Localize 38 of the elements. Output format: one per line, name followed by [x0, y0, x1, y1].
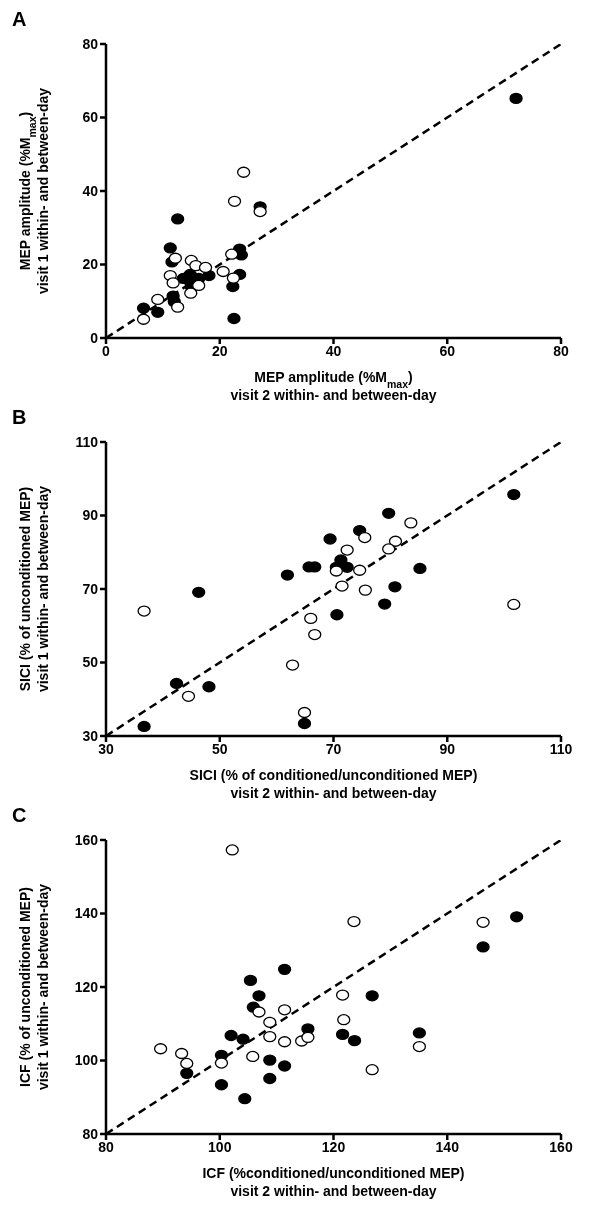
x-axis-title: SICI (% of conditioned/unconditioned MEP) visit 2 within- and between-day — [189, 767, 478, 801]
x-tick-label: 90 — [439, 740, 456, 757]
x-tick-label: 0 — [102, 342, 111, 359]
x-tick-label: 20 — [211, 342, 228, 359]
x-tick-label: 80 — [98, 1138, 114, 1155]
y-tick-label: 80 — [82, 1125, 99, 1142]
x-tick-label: 140 — [435, 1138, 460, 1155]
x-tick-label: 110 — [549, 740, 573, 757]
y-tick-label: 50 — [82, 654, 99, 671]
y-tick-label: 110 — [75, 433, 99, 450]
chart-title: B — [11, 406, 28, 430]
chart-title: C — [11, 804, 28, 828]
y-tick-label: 120 — [74, 978, 99, 995]
y-tick-label: 60 — [82, 109, 99, 126]
x-tick-label: 30 — [98, 740, 114, 757]
x-tick-label: 80 — [553, 342, 569, 359]
x-tick-label: 40 — [325, 342, 342, 359]
x-tick-label: 120 — [321, 1138, 346, 1155]
y-tick-label: 70 — [82, 580, 99, 597]
x-tick-label: 160 — [549, 1138, 573, 1155]
y-tick-label: 40 — [82, 182, 99, 199]
x-tick-label: 50 — [211, 740, 228, 757]
y-axis-title: ICF (% of unconditioned MEP) visit 1 within- and between-day — [17, 883, 51, 1091]
y-tick-label: 100 — [74, 1052, 99, 1069]
x-tick-label: 70 — [325, 740, 342, 757]
y-tick-label: 160 — [74, 831, 99, 848]
x-tick-label: 100 — [208, 1138, 232, 1155]
y-tick-label: 0 — [90, 329, 99, 346]
y-tick-label: 140 — [74, 905, 99, 922]
x-tick-label: 60 — [439, 342, 456, 359]
x-axis-title: MEP amplitude (%M$_{max}$) visit 2 within- and between-day — [230, 369, 437, 403]
x-axis-title: ICF (%conditioned/unconditioned MEP) visit 2 within- and between-day — [202, 1165, 465, 1199]
chart-title: A — [11, 8, 28, 32]
y-tick-label: 90 — [82, 507, 99, 524]
y-tick-label: 20 — [82, 256, 99, 273]
y-tick-label: 30 — [82, 727, 99, 744]
y-axis-title: SICI (% of unconditioned MEP) visit 1 within- and between-day — [17, 485, 51, 693]
y-tick-label: 80 — [82, 35, 99, 52]
